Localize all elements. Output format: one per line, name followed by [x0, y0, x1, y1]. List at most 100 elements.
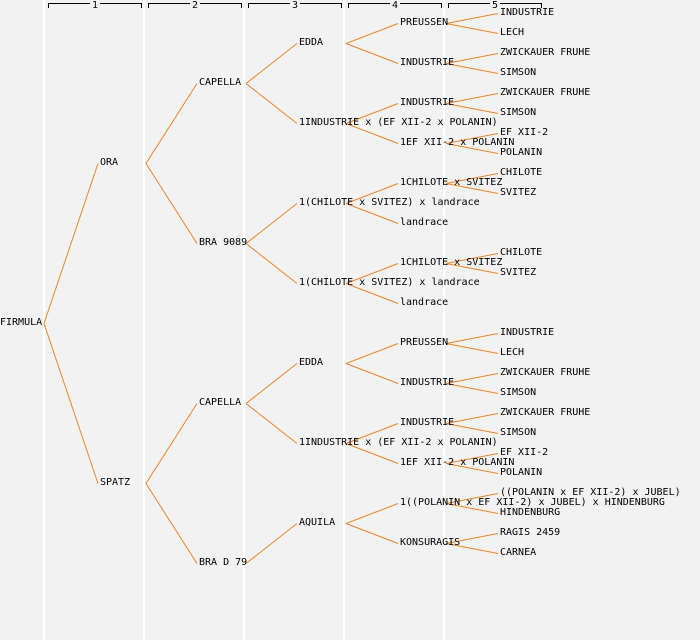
tree-edge	[345, 43, 399, 64]
node-simson-t1[interactable]: SIMSON	[500, 67, 537, 78]
tree-edge	[345, 523, 399, 544]
node-efpol-t[interactable]: 1EF XII-2 x POLANIN	[400, 137, 515, 148]
node-brad79[interactable]: BRA D 79	[199, 557, 248, 568]
node-indef-b[interactable]: 1INDUSTRIE x (EF XII-2 x POLANIN)	[299, 437, 498, 448]
tree-edge	[245, 203, 298, 244]
node-chsv2[interactable]: 1CHILOTE x SVITEZ	[400, 257, 503, 268]
column-separator	[343, 0, 345, 640]
tree-edge	[245, 83, 298, 124]
tree-edge	[445, 23, 499, 34]
node-ef-t[interactable]: EF XII-2	[500, 127, 549, 138]
node-firmula[interactable]: FIRMULA	[0, 317, 43, 328]
node-landrace1[interactable]: landrace	[400, 217, 449, 228]
tree-edge	[445, 503, 499, 514]
tree-edge	[445, 383, 499, 394]
node-ragis2459[interactable]: RAGIS 2459	[500, 527, 561, 538]
node-zwickauer-b2[interactable]: ZWICKAUER FRUHE	[500, 407, 591, 418]
node-carnea[interactable]: CARNEA	[500, 547, 537, 558]
generation-number: 4	[389, 0, 401, 11]
tree-edge	[445, 13, 499, 24]
generation-number: 1	[89, 0, 101, 11]
node-simson-b2[interactable]: SIMSON	[500, 427, 537, 438]
node-edda-b[interactable]: EDDA	[299, 357, 324, 368]
generation-bracket: 4	[348, 0, 442, 11]
node-ef-b[interactable]: EF XII-2	[500, 447, 549, 458]
generation-bracket: 1	[48, 0, 142, 11]
node-chsv1[interactable]: 1CHILOTE x SVITEZ	[400, 177, 503, 188]
tree-edge	[445, 533, 499, 544]
tree-edge	[345, 203, 399, 224]
node-pej[interactable]: ((POLANIN x EF XII-2) x JUBEL)	[500, 487, 681, 498]
node-bra9089[interactable]: BRA 9089	[199, 237, 248, 248]
generation-bracket: 2	[148, 0, 242, 11]
tree-edge	[345, 503, 399, 524]
tree-edge	[345, 283, 399, 304]
node-industrie4-t2[interactable]: INDUSTRIE	[400, 97, 455, 108]
column-separator	[243, 0, 245, 640]
node-zwickauer-b1[interactable]: ZWICKAUER FRUHE	[500, 367, 591, 378]
node-chsvland1[interactable]: 1(CHILOTE x SVITEZ) x landrace	[299, 197, 480, 208]
tree-edge	[445, 93, 499, 104]
node-polanin-t[interactable]: POLANIN	[500, 147, 543, 158]
tree-edge	[445, 103, 499, 114]
column-separator	[443, 0, 445, 640]
node-pejhind[interactable]: 1((POLANIN x EF XII-2) x JUBEL) x HINDEN…	[400, 497, 665, 508]
tree-edge	[345, 123, 399, 144]
node-preussen-b[interactable]: PREUSSEN	[400, 337, 449, 348]
tree-edge	[445, 333, 499, 344]
node-lech-b[interactable]: LECH	[500, 347, 525, 358]
node-industrie5-b1[interactable]: INDUSTRIE	[500, 327, 555, 338]
node-hindenburg[interactable]: HINDENBURG	[500, 507, 561, 518]
node-svitez2[interactable]: SVITEZ	[500, 267, 537, 278]
node-industrie4-b1[interactable]: INDUSTRIE	[400, 377, 455, 388]
tree-edge	[345, 423, 399, 444]
generation-bracket: 3	[248, 0, 342, 11]
node-industrie5-t1[interactable]: INDUSTRIE	[500, 7, 555, 18]
tree-edge	[345, 263, 399, 284]
generation-bracket: 5	[448, 1, 542, 11]
tree-edge	[145, 163, 198, 244]
node-edda-t[interactable]: EDDA	[299, 37, 324, 48]
tree-edge	[245, 363, 298, 404]
node-capella-t[interactable]: CAPELLA	[199, 77, 242, 88]
node-lech-t[interactable]: LECH	[500, 27, 525, 38]
tree-edge	[43, 323, 99, 484]
node-industrie4-b2[interactable]: INDUSTRIE	[400, 417, 455, 428]
node-aquila[interactable]: AQUILA	[299, 517, 336, 528]
tree-edge	[445, 343, 499, 354]
node-chilote1[interactable]: CHILOTE	[500, 167, 543, 178]
node-chilote2[interactable]: CHILOTE	[500, 247, 543, 258]
tree-edge	[445, 423, 499, 434]
generation-number: 2	[189, 0, 201, 11]
tree-edge	[445, 543, 499, 554]
node-konsuragis[interactable]: KONSURAGIS	[400, 537, 461, 548]
node-svitez1[interactable]: SVITEZ	[500, 187, 537, 198]
tree-edge	[445, 253, 499, 264]
generation-number: 3	[289, 0, 301, 11]
node-spatz[interactable]: SPATZ	[100, 477, 131, 488]
tree-edge	[445, 263, 499, 274]
tree-edge	[345, 23, 399, 44]
node-polanin-b[interactable]: POLANIN	[500, 467, 543, 478]
node-preussen-t[interactable]: PREUSSEN	[400, 17, 449, 28]
tree-edge	[145, 83, 198, 164]
node-chsvland2[interactable]: 1(CHILOTE x SVITEZ) x landrace	[299, 277, 480, 288]
tree-edge	[145, 403, 198, 484]
node-industrie4-t1[interactable]: INDUSTRIE	[400, 57, 455, 68]
node-efpol-b[interactable]: 1EF XII-2 x POLANIN	[400, 457, 515, 468]
node-indef-t[interactable]: 1INDUSTRIE x (EF XII-2 x POLANIN)	[299, 117, 498, 128]
tree-edge	[445, 183, 499, 194]
tree-edge	[345, 363, 399, 384]
node-simson-b1[interactable]: SIMSON	[500, 387, 537, 398]
node-zwickauer-t1[interactable]: ZWICKAUER FRUHE	[500, 47, 591, 58]
node-ora[interactable]: ORA	[100, 157, 119, 168]
tree-edge	[345, 343, 399, 364]
node-simson-t2[interactable]: SIMSON	[500, 107, 537, 118]
node-landrace2[interactable]: landrace	[400, 297, 449, 308]
node-capella-b[interactable]: CAPELLA	[199, 397, 242, 408]
tree-edge	[245, 523, 298, 564]
node-zwickauer-t2[interactable]: ZWICKAUER FRUHE	[500, 87, 591, 98]
tree-edge	[145, 483, 198, 564]
